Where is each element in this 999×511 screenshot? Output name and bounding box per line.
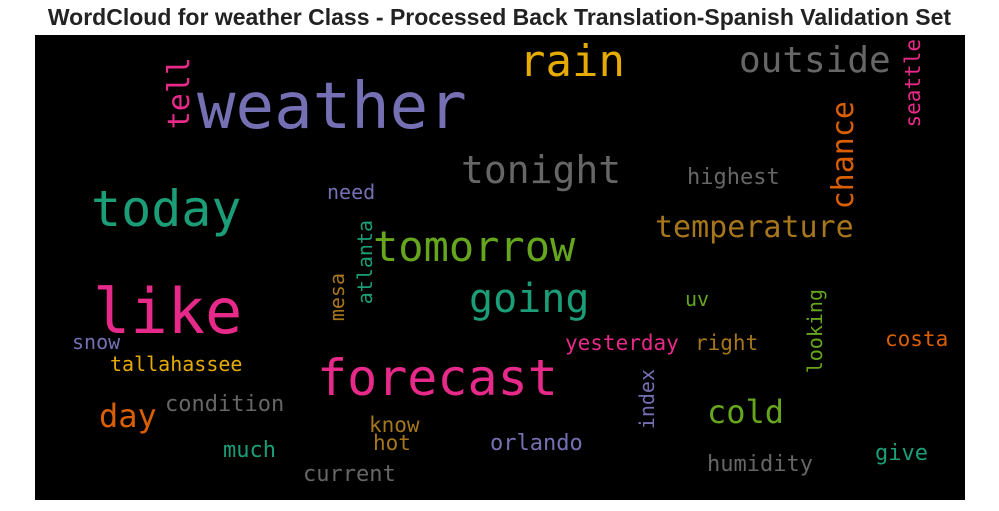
- word-snow: snow: [72, 330, 121, 354]
- word-going: going: [469, 276, 590, 322]
- word-give: give: [875, 441, 928, 466]
- word-current: current: [303, 462, 396, 487]
- word-know: know: [369, 413, 420, 437]
- word-weather: weather: [197, 70, 467, 144]
- word-atlanta: atlanta: [353, 220, 377, 305]
- word-orlando: orlando: [490, 431, 583, 456]
- word-costa: costa: [885, 327, 949, 351]
- word-mesa: mesa: [325, 273, 349, 322]
- word-hot: hot: [373, 431, 411, 455]
- word-today: today: [91, 180, 242, 238]
- word-need: need: [327, 180, 376, 204]
- word-seattle: seattle: [901, 39, 925, 128]
- word-forecast: forecast: [317, 349, 558, 407]
- word-much: much: [223, 438, 276, 463]
- word-cold: cold: [707, 393, 785, 431]
- word-like: like: [93, 275, 243, 348]
- word-rain: rain: [519, 36, 625, 87]
- word-condition: condition: [165, 392, 285, 417]
- word-temperature: temperature: [655, 210, 854, 245]
- word-tell: tell: [162, 57, 197, 130]
- word-chance: chance: [826, 101, 861, 210]
- word-tomorrow: tomorrow: [373, 222, 576, 271]
- word-tonight: tonight: [461, 148, 622, 192]
- word-tallahassee: tallahassee: [110, 352, 243, 376]
- chart-title: WordCloud for weather Class - Processed …: [47, 4, 952, 30]
- word-yesterday: yesterday: [565, 331, 679, 355]
- word-index: index: [635, 369, 659, 430]
- word-day: day: [99, 397, 157, 435]
- word-outside: outside: [739, 40, 891, 81]
- word-highest: highest: [687, 165, 780, 190]
- word-humidity: humidity: [707, 452, 813, 477]
- word-looking: looking: [803, 289, 827, 374]
- word-uv: uv: [685, 287, 710, 311]
- wordcloud-canvas: weather rain outside seattle tell chance…: [35, 35, 965, 500]
- word-right: right: [695, 331, 759, 355]
